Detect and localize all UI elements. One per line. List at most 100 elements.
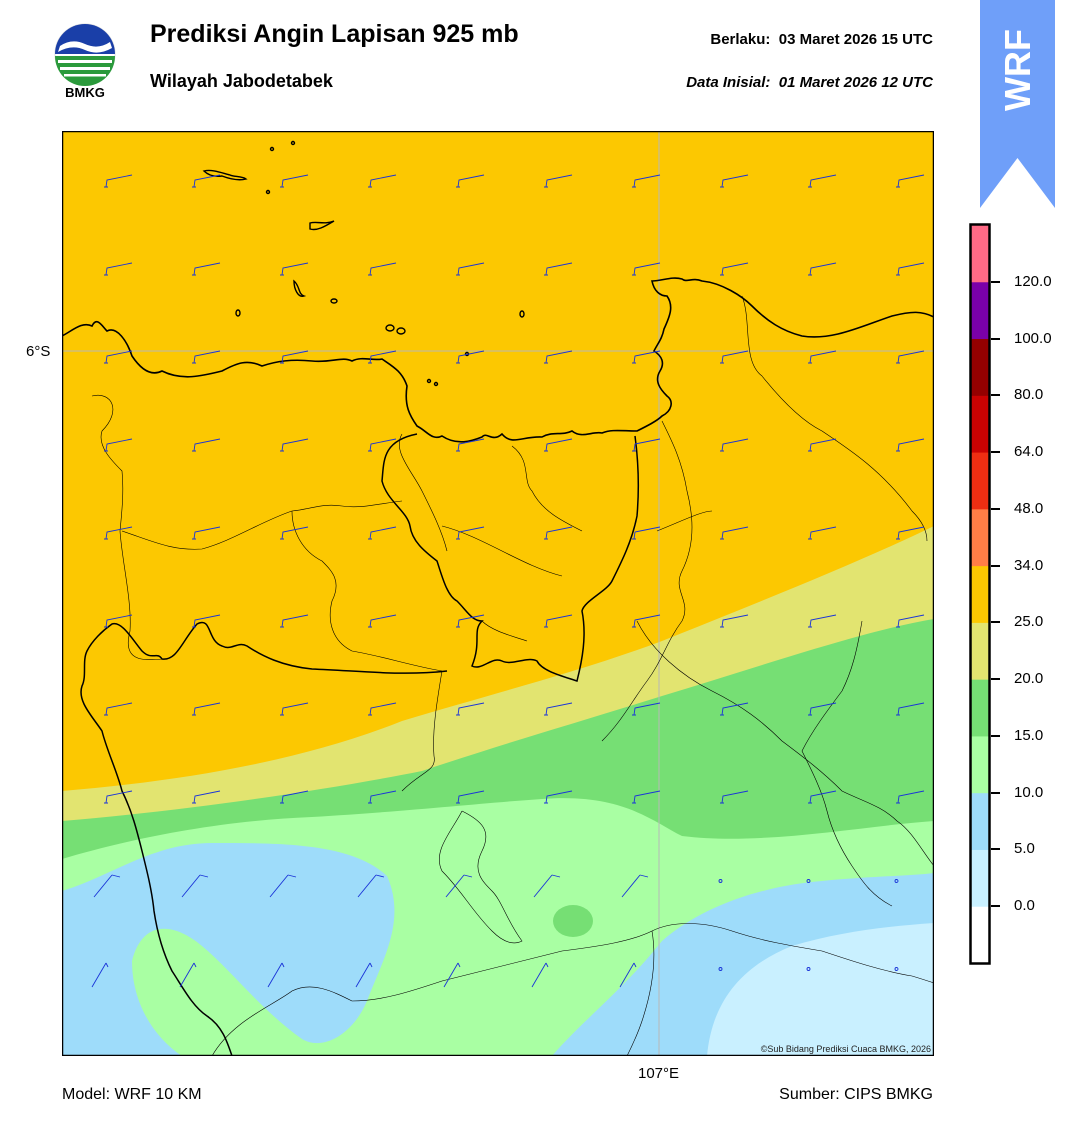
- colorbar-label: 48.0: [1014, 499, 1044, 517]
- wind-barb: [718, 967, 723, 971]
- wind-barb: [544, 438, 573, 452]
- valid-time: 03 Maret 2026 15 UTC: [778, 31, 933, 48]
- wind-barb: [720, 526, 749, 540]
- wind-barb: [621, 874, 649, 898]
- wind-barb: [544, 702, 573, 716]
- wind-barb: [269, 874, 297, 898]
- wind-barb: [456, 702, 485, 716]
- wrf-badge: [980, 0, 1055, 208]
- copyright-text: ©Sub Bidang Prediksi Cuaca BMKG, 2026: [760, 1044, 931, 1054]
- colorbar-segment: [971, 508, 989, 567]
- wind-barb: [456, 438, 485, 452]
- wind-barb: [192, 350, 221, 364]
- wind-barb: [808, 526, 837, 540]
- wind-barb: [368, 790, 397, 804]
- wind-barb: [896, 702, 925, 716]
- colorbar-segment: [971, 565, 989, 623]
- wind-spot: [553, 905, 593, 937]
- wind-barbs: [91, 174, 925, 988]
- colorbar-tick: [991, 791, 1000, 794]
- wind-barb: [192, 790, 221, 804]
- valid-time-label: Berlaku: 03 Maret 2026 15 UTC: [710, 31, 933, 48]
- colorbar-tick: [991, 678, 1000, 681]
- colorbar-label: 120.0: [1014, 272, 1052, 290]
- wind-barb: [619, 962, 637, 988]
- colorbar-label: 15.0: [1014, 726, 1044, 744]
- wind-barb: [456, 614, 485, 628]
- wind-barb: [456, 350, 485, 364]
- wind-barb: [632, 174, 661, 188]
- wind-barb: [632, 790, 661, 804]
- province-boundary: [381, 433, 640, 682]
- wind-barb: [808, 790, 837, 804]
- wind-barb: [104, 438, 133, 452]
- wind-barb: [808, 614, 837, 628]
- wind-barb: [192, 702, 221, 716]
- page-subtitle: Wilayah Jabodetabek: [150, 71, 333, 91]
- bmkg-logo-icon: [54, 23, 116, 86]
- colorbar-segment: [971, 906, 989, 964]
- wind-barb: [806, 879, 811, 883]
- colorbar-tick: [991, 337, 1000, 340]
- wind-barb: [896, 790, 925, 804]
- wind-map: [62, 131, 934, 1056]
- wind-barb: [896, 526, 925, 540]
- wind-barb: [368, 350, 397, 364]
- wind-barb: [896, 174, 925, 188]
- colorbar-label: 5.0: [1014, 840, 1035, 858]
- colorbar-tick: [991, 507, 1000, 510]
- wind-barb: [720, 790, 749, 804]
- wind-barb: [896, 438, 925, 452]
- colorbar-label: 0.0: [1014, 897, 1035, 915]
- colorbar-frame: [969, 223, 991, 965]
- wind-barb: [357, 874, 385, 898]
- wind-barb: [104, 526, 133, 540]
- wind-barb: [456, 790, 485, 804]
- wind-barb: [192, 614, 221, 628]
- colorbar: [969, 223, 991, 965]
- colorbar-label: 34.0: [1014, 556, 1044, 574]
- colorbar-tick: [991, 451, 1000, 454]
- wind-barb: [104, 350, 133, 364]
- wind-barb: [368, 438, 397, 452]
- wind-barb: [280, 438, 309, 452]
- wind-barb: [720, 702, 749, 716]
- lat-tick-label: 6°S: [26, 343, 51, 360]
- colorbar-label: 100.0: [1014, 329, 1052, 347]
- colorbar-segment: [971, 622, 989, 680]
- wind-barb: [544, 614, 573, 628]
- wind-barb: [544, 262, 573, 276]
- wind-barb: [445, 874, 473, 898]
- wind-barb: [533, 874, 561, 898]
- wind-barb: [368, 526, 397, 540]
- colorbar-segment: [971, 735, 989, 794]
- wind-barb: [368, 174, 397, 188]
- wind-band-5-10-west: [62, 843, 395, 1056]
- wind-barb: [531, 962, 549, 988]
- wind-barb: [544, 174, 573, 188]
- init-label: Data Inisial:: [686, 74, 771, 91]
- wind-barb: [104, 790, 133, 804]
- colorbar-segment: [971, 849, 989, 907]
- wind-barb: [808, 702, 837, 716]
- colorbar-label: 80.0: [1014, 386, 1044, 404]
- logo-text: BMKG: [65, 85, 105, 100]
- wind-barb: [720, 174, 749, 188]
- wind-barb: [544, 350, 573, 364]
- wind-barb: [896, 614, 925, 628]
- init-time: 01 Maret 2026 12 UTC: [778, 74, 933, 91]
- colorbar-tick: [991, 848, 1000, 851]
- wind-barb: [280, 262, 309, 276]
- wind-barb: [280, 702, 309, 716]
- colorbar-segment: [971, 395, 989, 453]
- wind-barb: [192, 526, 221, 540]
- wind-barb: [720, 614, 749, 628]
- wind-barb: [368, 262, 397, 276]
- wind-barb: [894, 879, 899, 883]
- wind-barb: [267, 962, 285, 988]
- wind-barb: [104, 614, 133, 628]
- wrf-badge-text: WRF: [997, 29, 1038, 111]
- colorbar-segment: [971, 281, 989, 340]
- page-title: Prediksi Angin Lapisan 925 mb: [150, 20, 519, 48]
- wind-barb: [104, 262, 133, 276]
